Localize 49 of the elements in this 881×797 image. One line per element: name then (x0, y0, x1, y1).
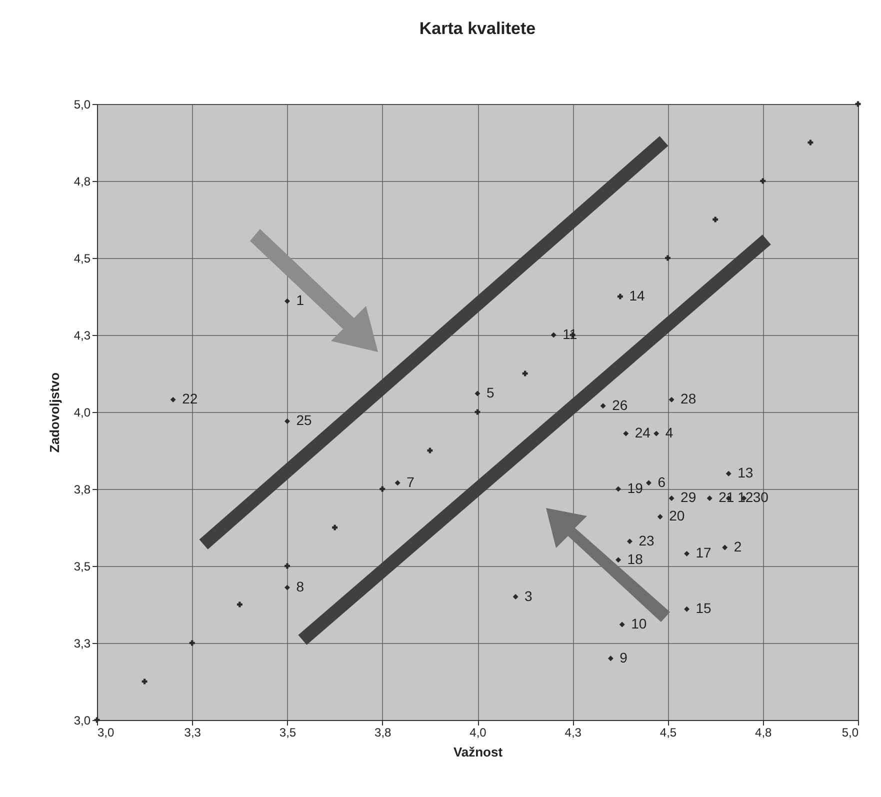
annotation: 23 (638, 532, 654, 548)
annotation: 25 (296, 412, 312, 428)
annotation: 10 (631, 616, 647, 632)
annotation: 6 (658, 474, 666, 490)
annotation: 22 (182, 390, 198, 407)
chart-title: Karta kvalitete (419, 19, 536, 38)
annotation: 17 (696, 544, 712, 561)
annotation: 9 (620, 649, 628, 666)
x-tick-label: 4,0 (470, 726, 487, 740)
annotation: 18 (627, 550, 644, 567)
annotation: 12 (738, 489, 754, 506)
annotation: 8 (296, 578, 304, 595)
x-axis-title: Važnost (453, 744, 504, 760)
annotation: 7 (406, 474, 415, 490)
annotation: 24 (634, 424, 651, 441)
y-tick-label: 3,5 (74, 560, 91, 574)
annotation: 19 (627, 480, 644, 496)
annotation: 29 (680, 489, 696, 506)
annotation: 20 (669, 508, 685, 524)
annotation: 5 (486, 384, 494, 401)
annotation: 3 (524, 588, 533, 604)
annotation: 13 (738, 464, 754, 481)
annotation: 26 (612, 396, 628, 413)
y-axis-title: Zadovoljstvo (46, 372, 62, 453)
annotation: 4 (665, 424, 674, 441)
annotation: 21 (718, 489, 734, 506)
y-tick-label: 3,3 (74, 636, 91, 650)
annotation: 11 (562, 326, 578, 342)
annotation: 1 (296, 292, 304, 308)
annotation: 15 (696, 600, 712, 616)
x-tick-label: 4,8 (755, 726, 772, 740)
annotation: 28 (680, 390, 696, 407)
y-tick-label: 4,0 (74, 406, 91, 420)
x-tick-label: 3,3 (184, 726, 202, 740)
x-tick-label: 3,5 (279, 726, 296, 740)
x-tick-label: 3,0 (98, 726, 115, 740)
x-tick-label: 4,5 (660, 726, 677, 740)
x-tick-label: 5,0 (842, 726, 859, 740)
y-tick-label: 3,0 (74, 714, 91, 728)
annotation: 2 (734, 538, 742, 555)
annotation: 30 (752, 489, 769, 506)
x-tick-label: 3,8 (374, 726, 392, 740)
y-tick-label: 4,8 (74, 174, 91, 188)
y-tick-label: 3,8 (74, 482, 91, 496)
annotation: 14 (629, 288, 645, 304)
y-tick-label: 4,5 (74, 252, 91, 266)
y-tick-label: 4,3 (74, 328, 91, 342)
x-tick-label: 4,3 (564, 726, 582, 740)
y-tick-label: 5,0 (74, 98, 91, 112)
